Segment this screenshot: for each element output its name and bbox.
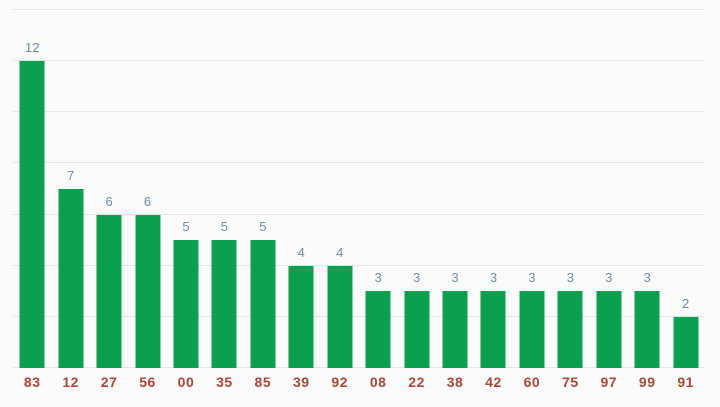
bar-value-label: 3 (374, 270, 382, 286)
x-axis-label: 42 (485, 374, 502, 390)
plot-area: 12 7 6 6 5 5 5 4 4 3 3 3 3 3 3 3 3 2 (13, 9, 705, 368)
bar-slot: 3 (397, 10, 435, 368)
bar-slot: 3 (436, 10, 474, 368)
x-axis-label: 92 (331, 374, 348, 390)
x-axis-label: 35 (216, 374, 233, 390)
bar-value-label: 5 (220, 219, 229, 235)
gridline (13, 162, 705, 163)
bar-value-label: 5 (259, 219, 267, 235)
x-axis-label: 00 (177, 374, 195, 390)
bar-slot: 3 (513, 10, 551, 368)
bar-value-label: 3 (643, 270, 651, 286)
bar-27[interactable] (96, 214, 122, 368)
bar-value-label: 3 (412, 270, 421, 286)
bar-56[interactable] (135, 214, 161, 368)
x-axis-label: 12 (62, 374, 79, 390)
bar-slot: 4 (321, 10, 359, 368)
x-axis-label: 91 (677, 374, 694, 390)
bar-22[interactable] (404, 291, 430, 368)
bar-00[interactable] (173, 240, 199, 368)
gridline (13, 9, 705, 10)
bar-value-label: 3 (528, 270, 536, 286)
bar-97[interactable] (596, 291, 622, 368)
x-axis-label: 60 (523, 374, 541, 390)
x-axis-label: 22 (408, 374, 425, 390)
bar-99[interactable] (634, 291, 660, 368)
bar-slot: 3 (590, 10, 628, 368)
bar-slot: 4 (282, 10, 320, 368)
bar-value-label: 2 (682, 295, 690, 311)
bar-35[interactable] (211, 240, 237, 368)
x-axis-label: 99 (638, 374, 656, 390)
bar-value-label: 5 (182, 219, 190, 235)
bar-value-label: 6 (143, 193, 152, 209)
x-axis-label: 75 (562, 374, 579, 390)
bar-83[interactable] (19, 61, 45, 368)
bar-value-label: 3 (566, 270, 574, 286)
bar-91[interactable] (673, 316, 699, 368)
bar-slot: 3 (551, 10, 589, 368)
gridline (13, 367, 705, 368)
x-axis-label: 56 (139, 374, 156, 390)
bar-slot: 2 (666, 10, 704, 368)
bar-value-label: 4 (336, 244, 344, 260)
bar-value-label: 3 (605, 270, 613, 286)
bar-value-label: 4 (297, 244, 305, 260)
bar-60[interactable] (519, 291, 545, 368)
bar-slot: 7 (51, 10, 89, 368)
bar-85[interactable] (250, 240, 276, 368)
bar-slot: 5 (244, 10, 282, 368)
bar-08[interactable] (365, 291, 391, 368)
bar-value-label: 7 (67, 168, 75, 183)
bar-75[interactable] (557, 291, 583, 368)
gridline (13, 111, 705, 112)
x-axis-label: 27 (100, 374, 118, 390)
x-axis-label: 83 (23, 374, 41, 390)
bar-slot: 5 (167, 10, 205, 368)
gridline (13, 265, 705, 266)
bar-value-label: 6 (105, 193, 113, 209)
x-axis-label: 85 (254, 374, 272, 390)
gridline (13, 60, 705, 61)
bar-slot: 5 (205, 10, 243, 368)
x-axis-label: 97 (600, 374, 618, 390)
x-axis-label: 38 (446, 374, 464, 390)
gridline (13, 214, 705, 215)
gridline (13, 316, 705, 317)
x-axis-label: 08 (369, 374, 387, 390)
bar-38[interactable] (442, 291, 468, 368)
bar-slot: 6 (90, 10, 128, 368)
bars: 12 7 6 6 5 5 5 4 4 3 3 3 3 3 3 3 3 2 (13, 10, 705, 368)
bar-42[interactable] (480, 291, 506, 368)
bar-slot: 3 (474, 10, 512, 368)
bar-value-label: 3 (451, 270, 459, 286)
bar-slot: 6 (128, 10, 166, 368)
bar-12[interactable] (58, 189, 84, 368)
bar-slot: 3 (628, 10, 666, 368)
bar-value-label: 3 (489, 270, 498, 286)
x-axis-labels: 83 12 27 56 00 35 85 39 92 08 22 38 42 60 75 97 99 91 (13, 374, 705, 391)
x-axis-label: 39 (292, 374, 310, 390)
bar-slot: 3 (359, 10, 397, 368)
bar-39[interactable] (288, 265, 314, 368)
bar-slot: 12 (13, 10, 51, 368)
bar-92[interactable] (327, 265, 353, 368)
bar-value-label: 12 (24, 40, 40, 56)
